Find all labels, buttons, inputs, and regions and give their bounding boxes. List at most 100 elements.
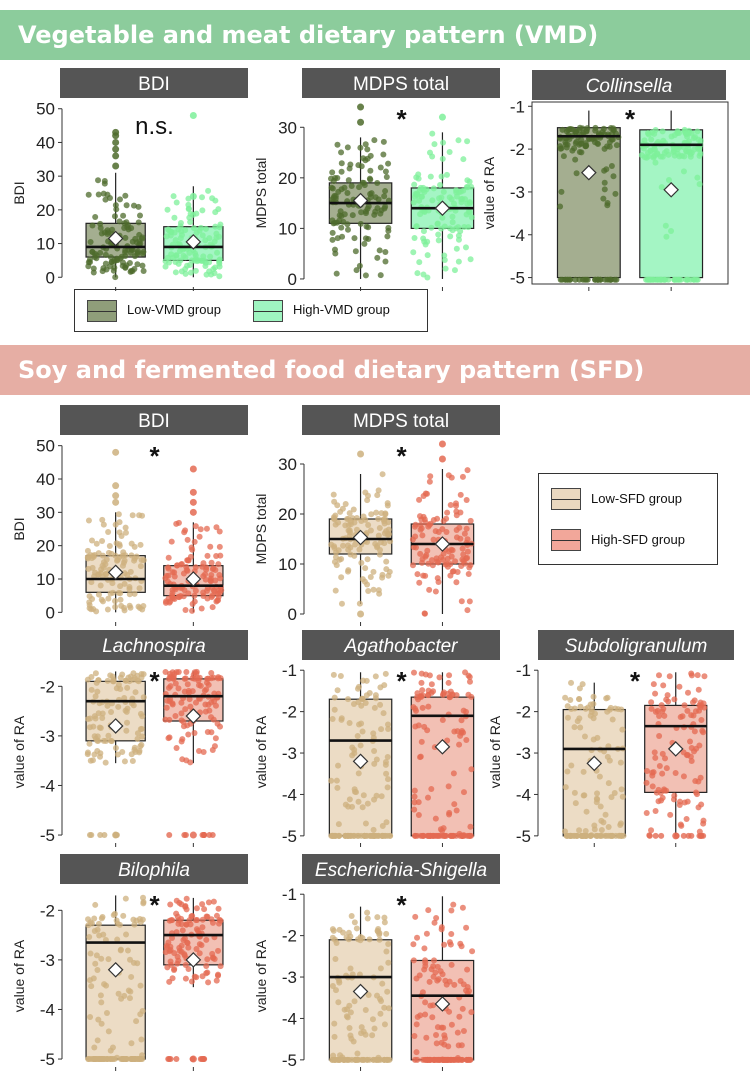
data-point bbox=[434, 1024, 441, 1031]
y-axis-label: MDPS total bbox=[253, 158, 269, 229]
panel-title: Subdoligranulum bbox=[565, 636, 708, 657]
data-point bbox=[121, 570, 128, 577]
data-point bbox=[336, 979, 343, 986]
data-point bbox=[679, 713, 686, 720]
data-point bbox=[132, 689, 139, 696]
data-point bbox=[610, 125, 617, 132]
data-point bbox=[108, 708, 115, 715]
mean-diamond bbox=[434, 200, 451, 217]
mean-diamond bbox=[107, 230, 124, 247]
data-point bbox=[413, 1021, 420, 1028]
data-point bbox=[701, 673, 708, 680]
data-point bbox=[380, 710, 387, 717]
data-point bbox=[409, 536, 416, 543]
data-point bbox=[601, 145, 608, 152]
data-point bbox=[368, 511, 375, 518]
data-point bbox=[116, 921, 123, 928]
floor-point bbox=[383, 1056, 390, 1063]
data-point bbox=[112, 744, 119, 751]
data-point bbox=[460, 156, 467, 163]
data-point bbox=[456, 1013, 463, 1020]
data-point bbox=[557, 145, 564, 152]
data-point bbox=[658, 184, 665, 191]
data-point bbox=[688, 745, 695, 752]
data-point bbox=[94, 1037, 101, 1044]
data-point bbox=[430, 185, 437, 192]
data-point bbox=[457, 732, 464, 739]
data-point bbox=[217, 963, 224, 970]
data-point bbox=[343, 1013, 350, 1020]
data-point bbox=[346, 532, 353, 539]
data-point bbox=[583, 808, 590, 815]
data-point bbox=[383, 948, 390, 955]
data-point bbox=[414, 934, 421, 941]
data-point bbox=[469, 948, 476, 955]
data-point bbox=[206, 235, 213, 242]
data-point bbox=[684, 707, 691, 714]
data-point bbox=[359, 728, 366, 735]
floor-point bbox=[354, 1056, 361, 1063]
data-point bbox=[189, 607, 196, 614]
data-point bbox=[342, 801, 349, 808]
data-point bbox=[441, 941, 448, 948]
data-point bbox=[204, 956, 211, 963]
data-point bbox=[162, 263, 169, 270]
data-point bbox=[137, 563, 144, 570]
data-point bbox=[376, 551, 383, 558]
data-point bbox=[119, 749, 126, 756]
data-point bbox=[414, 270, 421, 277]
data-point bbox=[418, 738, 425, 745]
data-point bbox=[105, 1028, 112, 1035]
data-point bbox=[652, 754, 659, 761]
data-point bbox=[95, 177, 102, 184]
data-point bbox=[344, 144, 351, 151]
data-point bbox=[590, 693, 597, 700]
y-tick-label: 0 bbox=[288, 270, 297, 289]
data-point bbox=[410, 249, 417, 256]
data-point bbox=[573, 170, 580, 177]
data-point bbox=[605, 780, 612, 787]
data-point bbox=[84, 749, 91, 756]
data-point bbox=[413, 190, 420, 197]
data-point bbox=[129, 512, 136, 519]
data-point bbox=[699, 727, 706, 734]
data-point bbox=[358, 559, 365, 566]
data-point bbox=[192, 587, 199, 594]
data-point bbox=[163, 572, 170, 579]
data-point bbox=[99, 714, 106, 721]
data-point bbox=[376, 247, 383, 254]
floor-point bbox=[364, 1056, 371, 1063]
data-point bbox=[140, 557, 147, 564]
data-point bbox=[345, 226, 352, 233]
sfd-legend-high-key bbox=[551, 529, 581, 551]
data-point bbox=[594, 796, 601, 803]
data-point bbox=[371, 1025, 378, 1032]
data-point bbox=[433, 1040, 440, 1047]
y-axis-label: value of RA bbox=[481, 156, 497, 229]
y-tick-label: -4 bbox=[516, 785, 531, 804]
y-tick-label: -2 bbox=[282, 703, 297, 722]
data-point bbox=[384, 753, 391, 760]
y-tick-label: -5 bbox=[282, 827, 297, 846]
data-point bbox=[365, 992, 372, 999]
data-point bbox=[137, 919, 144, 926]
outlier-point bbox=[112, 492, 120, 500]
data-point bbox=[416, 513, 423, 520]
data-point bbox=[423, 930, 430, 937]
data-point bbox=[89, 248, 96, 255]
y-tick-label: -1 bbox=[282, 885, 297, 904]
data-point bbox=[121, 607, 128, 614]
data-point bbox=[334, 175, 341, 182]
data-point bbox=[448, 1021, 455, 1028]
data-point bbox=[442, 265, 449, 272]
data-point bbox=[439, 155, 446, 162]
data-point bbox=[138, 1036, 145, 1043]
data-point bbox=[382, 761, 389, 768]
data-point bbox=[350, 1038, 357, 1045]
floor-point bbox=[166, 832, 173, 839]
outlier-point bbox=[112, 162, 120, 170]
data-point bbox=[126, 591, 133, 598]
data-point bbox=[85, 517, 92, 524]
data-point bbox=[365, 236, 372, 243]
data-point bbox=[192, 267, 199, 274]
